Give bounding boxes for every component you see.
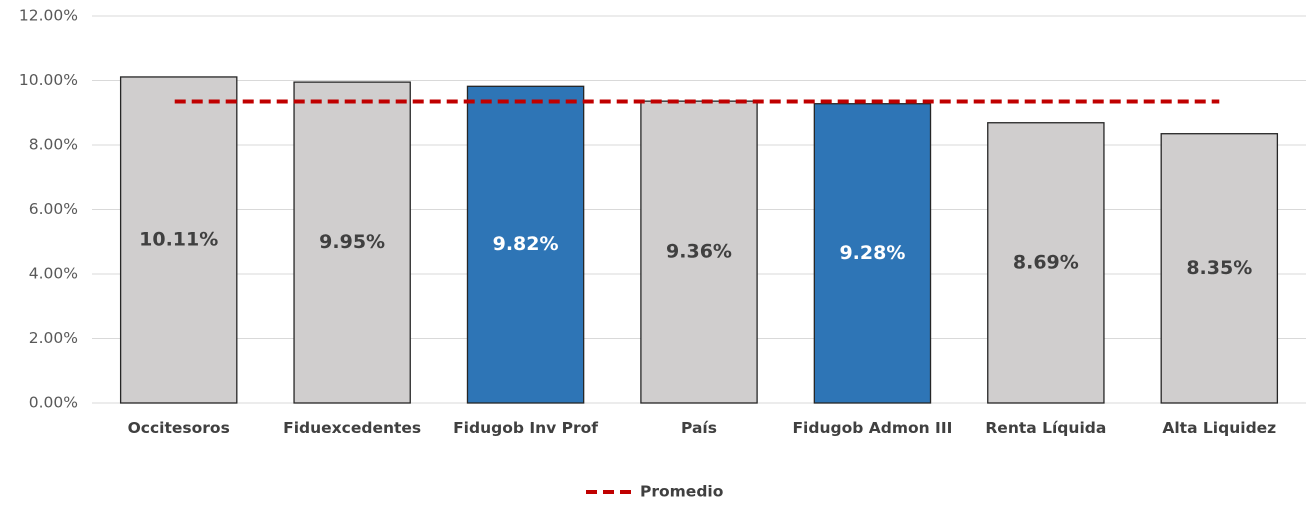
x-tick-label: Fiduexcedentes bbox=[283, 419, 422, 437]
x-tick-label: Occitesoros bbox=[127, 419, 230, 437]
data-label: 9.95% bbox=[319, 231, 385, 253]
bar bbox=[466, 85, 585, 404]
bar bbox=[1160, 133, 1279, 404]
x-tick-label: País bbox=[681, 419, 717, 437]
y-tick-label: 12.00% bbox=[19, 7, 78, 25]
data-label: 10.11% bbox=[139, 228, 218, 250]
data-label: 9.82% bbox=[493, 233, 559, 255]
data-label: 9.36% bbox=[666, 241, 732, 263]
y-tick-label: 2.00% bbox=[29, 329, 78, 347]
y-tick-label: 10.00% bbox=[19, 71, 78, 89]
bar bbox=[987, 122, 1105, 404]
x-tick-label: Alta Liquidez bbox=[1162, 419, 1277, 437]
y-tick-label: 4.00% bbox=[29, 265, 78, 283]
data-label: 8.35% bbox=[1186, 257, 1252, 279]
x-tick-label: Renta Líquida bbox=[985, 419, 1107, 437]
data-label: 8.69% bbox=[1013, 251, 1079, 273]
bar bbox=[640, 100, 758, 404]
y-tick-label: 0.00% bbox=[29, 394, 78, 412]
bar bbox=[293, 81, 411, 404]
x-tick-label: Fidugob Admon III bbox=[792, 419, 953, 437]
bar bbox=[119, 76, 238, 404]
data-label: 9.28% bbox=[839, 242, 905, 264]
y-tick-label: 8.00% bbox=[29, 136, 78, 154]
bar bbox=[813, 103, 932, 404]
y-tick-label: 6.00% bbox=[29, 200, 78, 218]
x-tick-label: Fidugob Inv Prof bbox=[453, 419, 599, 437]
legend-label: Promedio bbox=[640, 483, 723, 501]
